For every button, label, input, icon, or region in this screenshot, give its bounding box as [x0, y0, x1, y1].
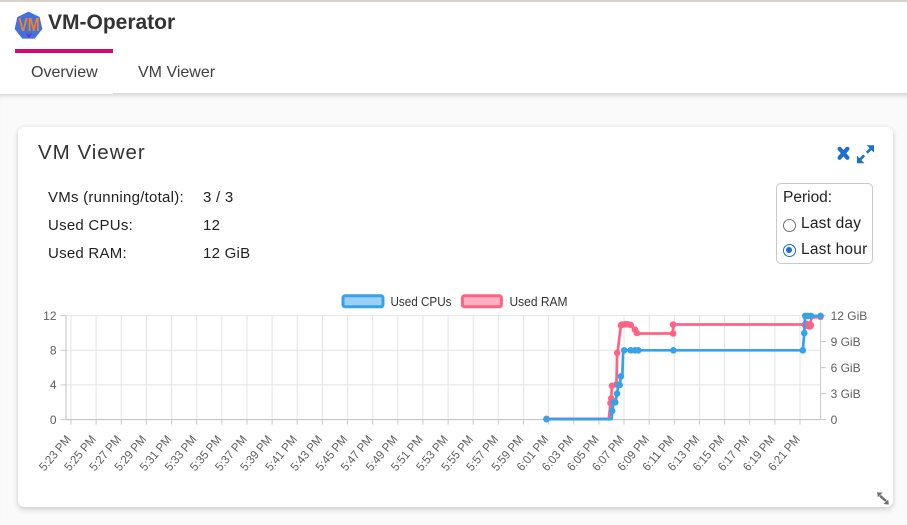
svg-text:6 GiB: 6 GiB [831, 361, 861, 375]
svg-text:3 GiB: 3 GiB [831, 387, 861, 401]
svg-text:12 GiB: 12 GiB [831, 309, 868, 323]
svg-text:8: 8 [50, 344, 57, 358]
svg-text:Used CPUs: Used CPUs [391, 294, 452, 309]
svg-text:4: 4 [50, 378, 57, 392]
svg-text:VM: VM [18, 14, 40, 35]
svg-text:0: 0 [50, 413, 57, 427]
svg-text:12: 12 [43, 309, 57, 323]
svg-text:Used RAM: Used RAM [510, 294, 568, 309]
svg-text:9 GiB: 9 GiB [831, 335, 861, 349]
svg-text:0: 0 [831, 413, 838, 427]
